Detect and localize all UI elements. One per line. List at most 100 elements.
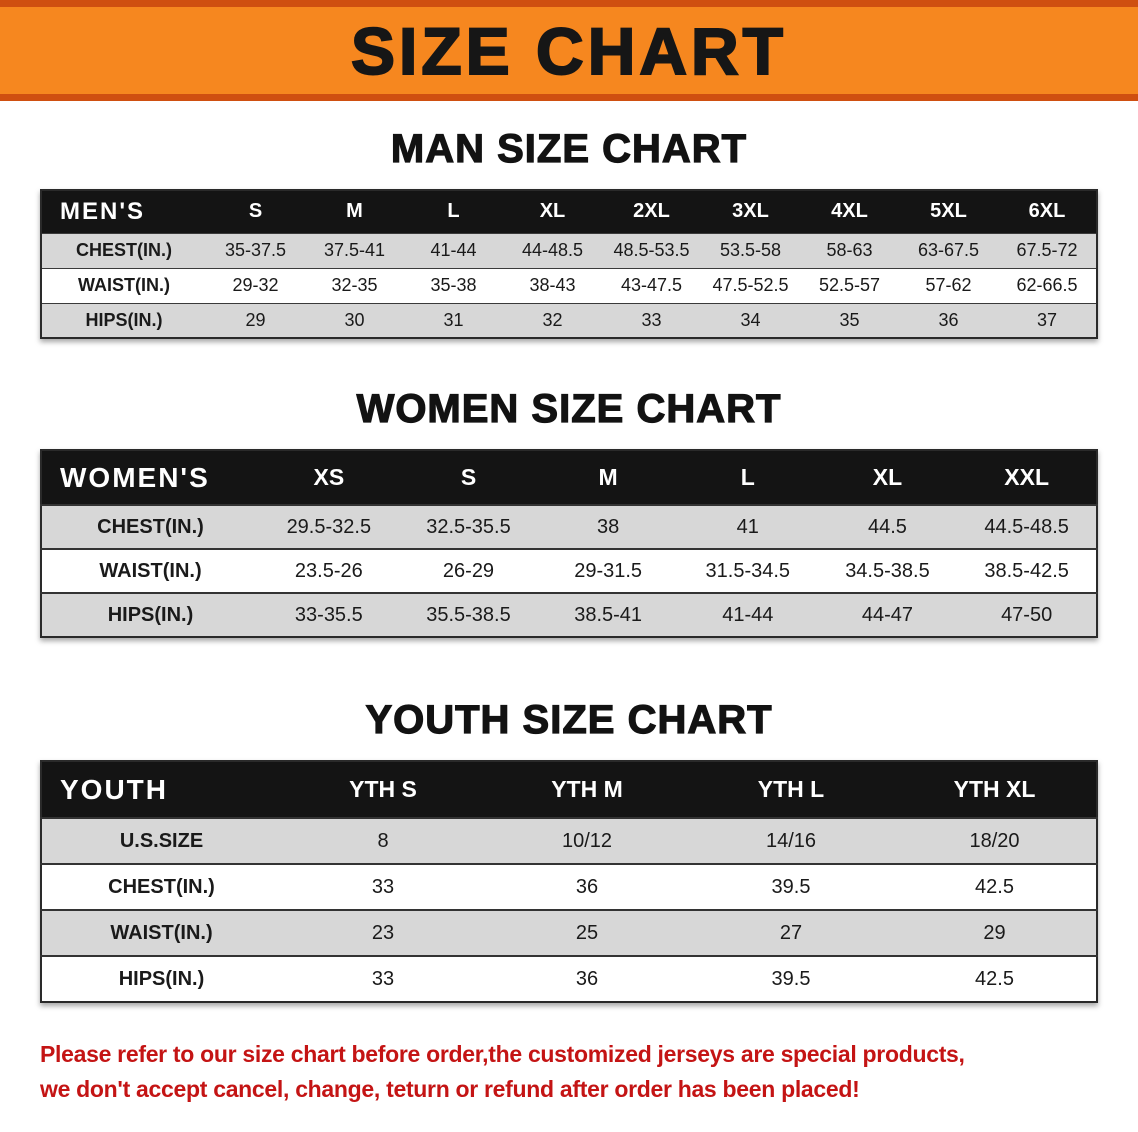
row-label-cell: CHEST(IN.)	[97, 515, 204, 538]
size-column-header: S	[248, 200, 263, 223]
size-value-cell: 31.5-34.5	[705, 559, 791, 582]
size-value-cell: 29-31.5	[574, 559, 643, 582]
size-value-cell: 35-37.5	[224, 240, 287, 260]
table-row: CHEST(IN.) 33 36 39.5 42.5	[41, 864, 1097, 910]
size-value-cell: 47.5-52.5	[712, 275, 789, 295]
row-label-cell: HIPS(IN.)	[85, 309, 163, 330]
size-value-cell: 41-44	[722, 603, 774, 626]
size-value-cell: 35.5-38.5	[426, 603, 511, 626]
size-column-header: 6XL	[1028, 200, 1066, 223]
size-value-cell: 44-47	[861, 603, 914, 626]
size-value-cell: 41	[736, 515, 759, 538]
size-value-cell: 38-43	[529, 275, 576, 295]
row-label-cell: WAIST(IN.)	[110, 921, 213, 944]
size-column-header: 5XL	[930, 200, 967, 223]
size-value-cell: 33	[371, 967, 395, 990]
size-value-cell: 38.5-42.5	[984, 559, 1069, 582]
size-value-cell: 32	[542, 309, 563, 330]
size-value-cell: 32-35	[331, 275, 378, 295]
size-column-header: YTH M	[551, 776, 623, 802]
size-value-cell: 23	[371, 921, 395, 944]
note-line-1: Please refer to our size chart before or…	[40, 1041, 965, 1067]
size-column-header: 2XL	[633, 200, 670, 223]
table-row: HIPS(IN.) 33-35.5 35.5-38.5 38.5-41 41-44 44-…	[41, 593, 1097, 637]
youth-section-heading: YOUTH SIZE CHART	[365, 697, 773, 742]
men-size-section: MAN SIZE CHART MEN'S S M L XL 2XL 3XL 4XL 5XL 6XL…	[0, 125, 1138, 339]
size-value-cell: 42.5	[975, 875, 1014, 898]
size-value-cell: 44-48.5	[521, 240, 584, 260]
men-section-heading: MAN SIZE CHART	[390, 126, 748, 171]
row-label-cell: HIPS(IN.)	[107, 603, 194, 626]
size-value-cell: 42.5	[975, 967, 1014, 990]
size-value-cell: 33-35.5	[294, 603, 363, 626]
table-header-row: MEN'S S M L XL 2XL 3XL 4XL 5XL 6XL	[41, 190, 1097, 233]
table-row: CHEST(IN.) 35-37.5 37.5-41 41-44 44-48.5 48.5…	[41, 233, 1097, 268]
women-size-section: WOMEN SIZE CHART WOMEN'S XS S M L XL XXL CHEST(…	[0, 385, 1138, 638]
size-value-cell: 37	[1036, 309, 1058, 330]
size-value-cell: 36	[938, 309, 959, 330]
size-value-cell: 33	[371, 875, 395, 898]
women-size-table: WOMEN'S XS S M L XL XXL CHEST(IN.) 29.5-32.5 32.5…	[40, 449, 1098, 638]
size-value-cell: 67.5-72	[1016, 240, 1078, 260]
size-value-cell: 36	[575, 875, 599, 898]
table-group-label: WOMEN'S	[60, 461, 210, 493]
row-label-cell: CHEST(IN.)	[76, 240, 172, 260]
size-value-cell: 53.5-58	[719, 240, 782, 260]
row-label-cell: HIPS(IN.)	[118, 967, 205, 990]
table-header-row: YOUTH YTH S YTH M YTH L YTH XL	[41, 761, 1097, 818]
size-value-cell: 34	[740, 309, 761, 330]
row-label-cell: WAIST(IN.)	[78, 275, 170, 295]
size-value-cell: 32.5-35.5	[426, 515, 511, 538]
size-column-header: YTH S	[349, 776, 417, 802]
size-value-cell: 36	[575, 967, 599, 990]
size-value-cell: 8	[377, 829, 389, 852]
size-value-cell: 29	[245, 309, 266, 330]
size-value-cell: 38.5-41	[574, 603, 643, 626]
size-value-cell: 38	[597, 515, 620, 538]
size-value-cell: 29.5-32.5	[286, 515, 372, 538]
table-row: HIPS(IN.) 29 30 31 32 33 34 35 36 37	[41, 303, 1097, 338]
size-value-cell: 27	[779, 921, 803, 944]
size-column-header: 4XL	[831, 200, 868, 223]
youth-size-section: YOUTH SIZE CHART YOUTH YTH S YTH M YTH L YTH…	[0, 696, 1138, 1003]
size-value-cell: 29	[983, 921, 1006, 944]
note-line-2: we don't accept cancel, change, teturn o…	[40, 1075, 860, 1102]
order-policy-note: Please refer to our size chart before or…	[40, 1037, 1098, 1106]
size-value-cell: 47-50	[1001, 603, 1053, 626]
size-value-cell: 58-63	[826, 240, 873, 260]
size-value-cell: 18/20	[969, 829, 1020, 852]
table-row: WAIST(IN.) 29-32 32-35 35-38 38-43 43-47.5 47.…	[41, 268, 1097, 303]
size-column-header: S	[460, 464, 477, 490]
size-value-cell: 35	[839, 309, 860, 330]
size-value-cell: 31	[443, 309, 464, 330]
size-column-header: XL	[539, 200, 566, 223]
row-label-cell: U.S.SIZE	[119, 829, 204, 852]
table-group-label: MEN'S	[60, 197, 146, 225]
size-value-cell: 52.5-57	[818, 275, 881, 295]
size-value-cell: 23.5-26	[294, 559, 363, 582]
size-value-cell: 39.5	[771, 967, 811, 990]
size-value-cell: 14/16	[765, 829, 817, 852]
row-label-cell: WAIST(IN.)	[99, 559, 202, 582]
size-column-header: YTH XL	[953, 776, 1036, 802]
size-value-cell: 33	[641, 309, 662, 330]
page-title: SIZE CHART	[350, 13, 787, 88]
size-chart-banner: SIZE CHART	[0, 0, 1138, 101]
size-value-cell: 41-44	[430, 240, 477, 260]
table-row: HIPS(IN.) 33 36 39.5 42.5	[41, 956, 1097, 1002]
size-column-header: 3XL	[732, 200, 769, 223]
size-column-header: M	[346, 200, 363, 223]
table-row: U.S.SIZE 8 10/12 14/16 18/20	[41, 818, 1097, 864]
size-value-cell: 39.5	[771, 875, 811, 898]
size-column-header: XXL	[1004, 464, 1049, 490]
size-value-cell: 57-62	[925, 275, 972, 295]
size-value-cell: 35-38	[430, 275, 477, 295]
size-value-cell: 25	[575, 921, 599, 944]
size-column-header: L	[447, 200, 460, 223]
size-column-header: XS	[313, 464, 345, 490]
size-column-header: L	[740, 464, 755, 490]
size-value-cell: 44.5-48.5	[984, 515, 1069, 538]
table-row: WAIST(IN.) 23.5-26 26-29 29-31.5 31.5-34.5 34…	[41, 549, 1097, 593]
size-value-cell: 43-47.5	[620, 275, 683, 295]
